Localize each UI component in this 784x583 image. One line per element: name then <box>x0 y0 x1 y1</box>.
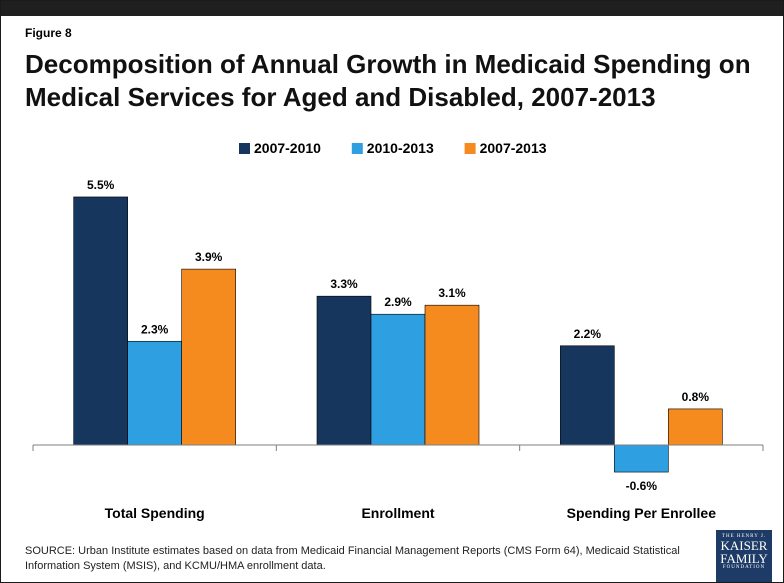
data-label-1-1: 5.5% <box>87 178 115 192</box>
category-label-3: Spending Per Enrollee <box>567 505 717 521</box>
data-label-1-2: 2.3% <box>141 322 169 336</box>
legend-swatch-3 <box>464 143 476 154</box>
data-label-3-2: -0.6% <box>626 479 658 493</box>
legend-swatch-1 <box>239 143 250 154</box>
top-bar <box>1 1 783 16</box>
legend-swatch-2 <box>351 143 363 154</box>
bar-2-1 <box>316 295 372 446</box>
bar-2-2 <box>370 313 426 446</box>
logo-line-3: FAMILY <box>720 551 768 566</box>
logo-line-1: THE HENRY J. <box>721 534 767 539</box>
data-label-1-3: 3.9% <box>195 250 223 264</box>
chart-title: Decomposition of Annual Growth in Medica… <box>25 49 751 112</box>
data-label-2-2: 2.9% <box>384 295 412 309</box>
bar-2-3 <box>424 304 480 446</box>
category-label-1: Total Spending <box>105 505 205 521</box>
data-label-3-3: 0.8% <box>682 390 710 404</box>
bar-1-1 <box>73 196 128 446</box>
data-label-2-3: 3.1% <box>438 286 466 300</box>
legend-label-2: 2010-2013 <box>367 140 434 156</box>
kaiser-logo: THE HENRY J. KAISER FAMILY FOUNDATION <box>716 530 772 582</box>
data-label-2-1: 3.3% <box>330 277 358 291</box>
legend-label-3: 2007-2013 <box>480 140 547 156</box>
figure-label: Figure 8 <box>25 26 72 40</box>
category-label-2: Enrollment <box>361 505 434 521</box>
bar-1-2 <box>127 340 182 446</box>
bar-3-2 <box>614 444 669 473</box>
bar-3-3 <box>668 408 723 446</box>
logo-line-2: KAISER <box>720 538 768 553</box>
data-label-3-1: 2.2% <box>574 327 602 341</box>
bar-1-3 <box>181 268 236 446</box>
legend-label-1: 2007-2010 <box>254 140 321 156</box>
bar-3-1 <box>560 345 615 446</box>
source-note: SOURCE: Urban Institute estimates based … <box>25 545 680 572</box>
logo-line-4: FOUNDATION <box>722 565 766 570</box>
